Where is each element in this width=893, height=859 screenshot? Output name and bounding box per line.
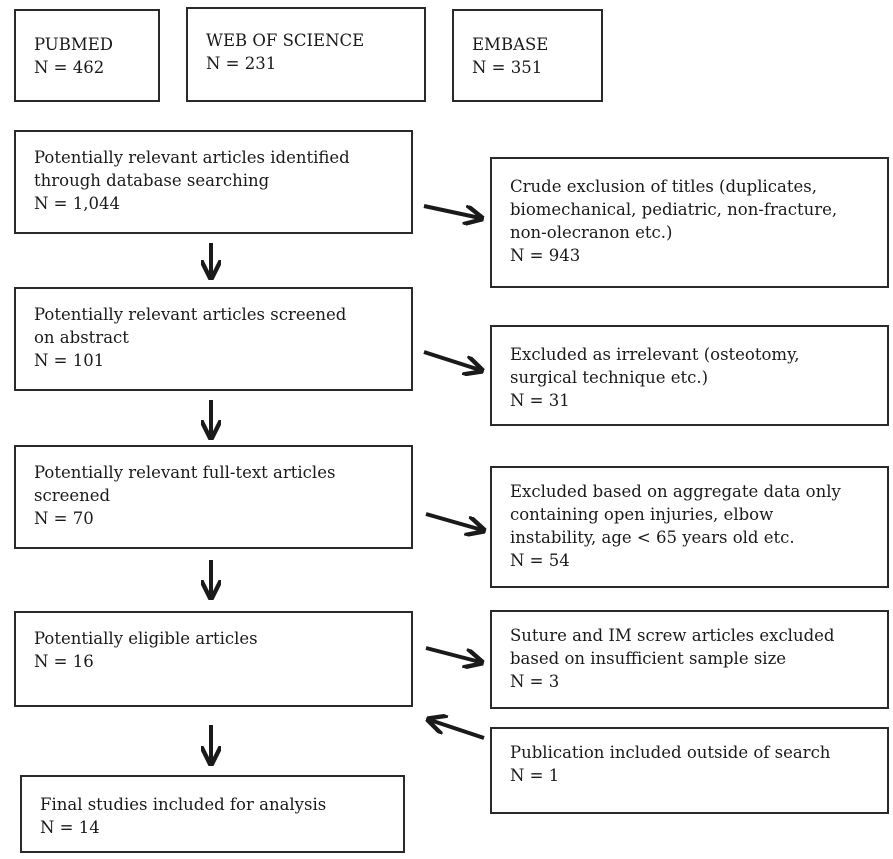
stage-count: N = 1,044	[34, 194, 120, 213]
stage-label: Potentially relevant articles identified	[34, 148, 350, 167]
exclusion-count: N = 31	[510, 391, 570, 410]
left-arrow-addition	[430, 720, 485, 740]
exclusion-label: instability, age < 65 years old etc.	[510, 528, 795, 547]
database-box-web-of-science: WEB OF SCIENCE N = 231	[186, 7, 426, 102]
stage-box-abstract-screened: Potentially relevant articles screened o…	[14, 287, 413, 391]
stage-count: N = 70	[34, 509, 94, 528]
right-arrow-4	[425, 646, 480, 662]
stage-label: through database searching	[34, 171, 270, 190]
database-count: N = 351	[472, 58, 543, 77]
database-box-pubmed: PUBMED N = 462	[14, 9, 160, 102]
exclusion-box-aggregate-data: Excluded based on aggregate data only co…	[490, 466, 889, 588]
exclusion-label: non-olecranon etc.)	[510, 223, 673, 242]
exclusion-label: biomechanical, pediatric, non-fracture,	[510, 200, 838, 219]
stage-box-full-text-screened: Potentially relevant full-text articles …	[14, 445, 413, 549]
stage-count: N = 16	[34, 652, 94, 671]
stage-count: N = 101	[34, 351, 105, 370]
addition-label: Publication included outside of search	[510, 743, 831, 762]
stage-box-eligible: Potentially eligible articles N = 16	[14, 611, 413, 707]
database-name: WEB OF SCIENCE	[206, 31, 365, 50]
exclusion-count: N = 3	[510, 672, 560, 691]
exclusion-label: Crude exclusion of titles (duplicates,	[510, 177, 817, 196]
exclusion-label: Excluded as irrelevant (osteotomy,	[510, 345, 800, 364]
stage-label: Potentially relevant full-text articles	[34, 463, 336, 482]
exclusion-box-irrelevant: Excluded as irrelevant (osteotomy, surgi…	[490, 325, 889, 426]
exclusion-box-sample-size: Suture and IM screw articles excluded ba…	[490, 610, 889, 709]
exclusion-count: N = 54	[510, 551, 570, 570]
database-count: N = 231	[206, 54, 277, 73]
right-arrow-1	[423, 204, 480, 218]
database-count: N = 462	[34, 58, 105, 77]
right-arrow-2	[423, 350, 480, 370]
stage-box-final-included: Final studies included for analysis N = …	[20, 775, 405, 853]
stage-count: N = 14	[40, 818, 100, 837]
exclusion-label: Suture and IM screw articles excluded	[510, 626, 835, 645]
stage-label: Potentially eligible articles	[34, 629, 258, 648]
stage-label: screened	[34, 486, 111, 505]
exclusion-label: Excluded based on aggregate data only	[510, 482, 841, 501]
exclusion-label: containing open injuries, elbow	[510, 505, 774, 524]
right-arrow-3	[425, 512, 482, 530]
addition-count: N = 1	[510, 766, 560, 785]
exclusion-label: based on insufficient sample size	[510, 649, 787, 668]
exclusion-label: surgical technique etc.)	[510, 368, 709, 387]
exclusion-box-crude-titles: Crude exclusion of titles (duplicates, b…	[490, 157, 889, 288]
database-box-embase: EMBASE N = 351	[452, 9, 603, 102]
stage-box-identified: Potentially relevant articles identified…	[14, 130, 413, 234]
addition-box-outside-search: Publication included outside of search N…	[490, 727, 889, 814]
database-name: EMBASE	[472, 35, 549, 54]
database-name: PUBMED	[34, 35, 114, 54]
stage-label: Final studies included for analysis	[40, 795, 327, 814]
stage-label: on abstract	[34, 328, 129, 347]
exclusion-count: N = 943	[510, 246, 581, 265]
stage-label: Potentially relevant articles screened	[34, 305, 347, 324]
